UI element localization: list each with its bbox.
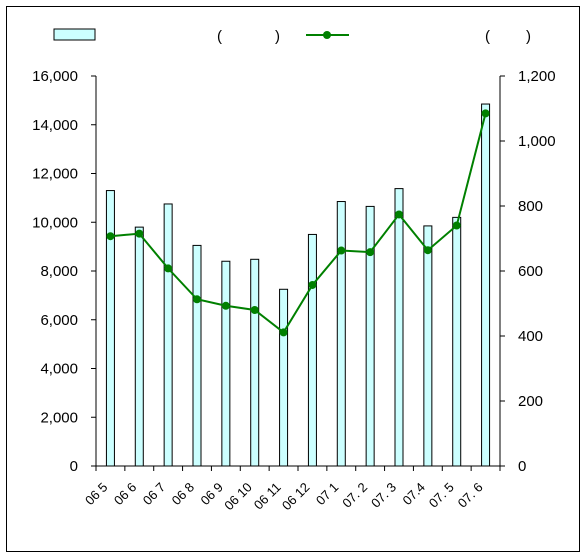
y-right-tick-label: 1,000 [518, 133, 556, 150]
y-right-tick-label: 1,200 [518, 68, 556, 85]
line-point [423, 246, 432, 255]
line-point [221, 301, 230, 310]
y-left-tick-label: 10,000 [32, 214, 78, 231]
line-series [106, 109, 490, 337]
x-tick-label: 07.4 [399, 480, 428, 509]
legend-bar-swatch [53, 28, 96, 41]
line-point [193, 295, 201, 304]
y-left-tick-label: 2,000 [40, 409, 78, 426]
x-tick-label: 07. 2 [339, 480, 370, 511]
line-point [279, 328, 288, 337]
bar [221, 260, 231, 467]
y-right-tick-label: 800 [518, 198, 543, 215]
x-tick-label: 06 10 [221, 480, 255, 514]
y-left-tick-label: 14,000 [32, 117, 78, 134]
y-left-tick-label: 12,000 [32, 166, 78, 183]
x-tick-label: 06 12 [279, 480, 313, 514]
x-tick-label: 07. 5 [426, 480, 457, 511]
line-point [106, 232, 115, 241]
x-tick-label: 06 11 [251, 480, 284, 513]
line-point [337, 246, 346, 255]
y-left-tick-label: 4,000 [40, 361, 78, 378]
x-tick-label: 06 7 [140, 480, 169, 509]
bar-series [105, 103, 491, 467]
bar [423, 225, 433, 467]
bar [365, 205, 375, 467]
bar [250, 258, 260, 467]
x-tick-label: 06 6 [111, 480, 140, 509]
line-point [164, 264, 173, 273]
x-tick-label: 07 1 [313, 480, 342, 509]
y-left-tick-label: 8,000 [40, 263, 78, 280]
y-right-tick-label: 200 [518, 393, 543, 410]
line-point [481, 109, 490, 118]
bar [134, 226, 144, 467]
axes: 0 2,000 4,000 6,000 8,000 10,000 12,000 14,000 1… [32, 68, 555, 475]
bar [394, 188, 404, 467]
bar [279, 288, 289, 467]
bar [192, 244, 202, 467]
y-left-tick-label: 6,000 [40, 312, 78, 329]
x-tick-label: 06 8 [169, 480, 198, 509]
bar [336, 201, 346, 467]
bar [307, 233, 317, 467]
bar [452, 216, 462, 467]
y-right-tick-label: 0 [518, 458, 526, 475]
legend-line-paren-open: ( [485, 28, 490, 45]
x-tick-label: 07. 3 [368, 480, 399, 511]
y-right-tick-label: 400 [518, 328, 543, 345]
legend-bar-paren-close: ) [275, 28, 280, 45]
y-left-tick-label: 0 [70, 458, 78, 475]
line-point [308, 280, 317, 289]
legend-line-marker [323, 31, 331, 39]
line-point [250, 306, 259, 314]
bar [163, 203, 173, 467]
bar [105, 190, 115, 467]
line-point [395, 210, 403, 219]
legend-bar-paren-open: ( [217, 28, 222, 45]
legend: ( ) ( ) [53, 28, 531, 45]
y-left-tick-label: 16,000 [32, 68, 78, 85]
line-point [135, 229, 144, 238]
x-tick-label: 07. 6 [455, 480, 486, 511]
legend-line-paren-close: ) [526, 28, 531, 45]
series-line [110, 113, 487, 334]
line-point [452, 221, 461, 230]
x-tick-label: 06 5 [82, 480, 111, 509]
y-right-tick-label: 600 [518, 263, 543, 280]
bar [481, 103, 491, 467]
line-point [366, 248, 375, 257]
